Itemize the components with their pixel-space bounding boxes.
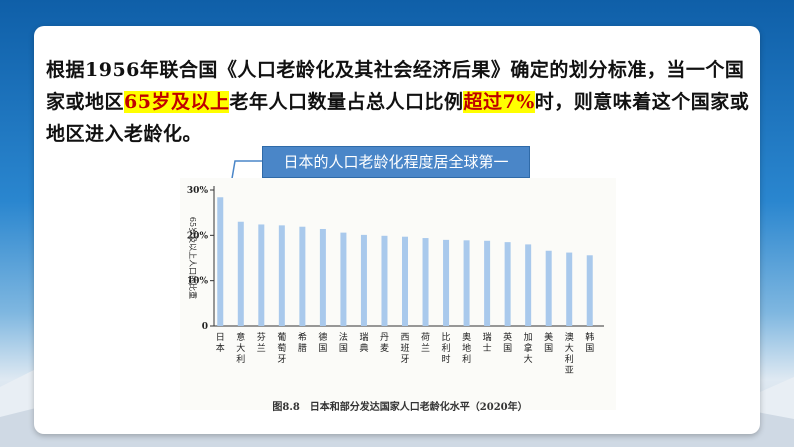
aging-chart: 0 10% 20% 30% 65岁及以上人口的比重日本意大利芬兰葡萄牙希腊德国法国瑞典丹… bbox=[180, 178, 616, 410]
bar bbox=[566, 252, 573, 326]
highlight-age: 65岁及以上 bbox=[124, 91, 230, 113]
category-label-char: 国 bbox=[544, 343, 553, 354]
bar bbox=[402, 236, 408, 326]
category-label-char: 希 bbox=[298, 331, 307, 343]
bar bbox=[278, 225, 285, 326]
category-label-char: 班 bbox=[400, 342, 409, 354]
bar bbox=[237, 221, 244, 326]
chart-svg: 010%20%30%65岁及以上人口的比重日本意大利芬兰葡萄牙希腊德国法国瑞典丹… bbox=[187, 186, 604, 376]
highlight-ratio: 超过7% bbox=[463, 91, 535, 113]
bar bbox=[484, 240, 491, 326]
bar bbox=[360, 234, 367, 326]
category-label-char: 麦 bbox=[380, 342, 389, 354]
category-label-char: 芬 bbox=[257, 332, 266, 343]
category-label-char: 典 bbox=[359, 342, 368, 354]
bar bbox=[443, 239, 450, 326]
category-label-char: 瑞 bbox=[359, 331, 368, 343]
bar bbox=[586, 255, 593, 326]
bar bbox=[463, 240, 470, 326]
category-label-char: 地 bbox=[462, 342, 471, 354]
category-label-char: 美 bbox=[544, 331, 553, 343]
category-label-char: 大 bbox=[565, 342, 574, 354]
category-label-char: 德 bbox=[318, 331, 327, 343]
category-label-char: 利 bbox=[565, 353, 574, 365]
category-label-char: 日 bbox=[216, 332, 225, 343]
category-label-char: 奥 bbox=[462, 331, 471, 343]
chart-title: 图8.8 日本和部分发达国家人口老龄化水平（2020年） bbox=[272, 402, 528, 413]
y-axis-label: 65岁及以上人口的比重 bbox=[188, 217, 198, 299]
category-label-char: 英 bbox=[503, 331, 512, 343]
category-label-char: 大 bbox=[236, 342, 245, 354]
category-label-char: 亚 bbox=[565, 365, 574, 376]
bar bbox=[340, 232, 347, 326]
category-label-char: 丹 bbox=[380, 332, 389, 343]
category-label-char: 利 bbox=[442, 342, 451, 354]
bar bbox=[258, 224, 265, 326]
y-tick-label: 20% bbox=[187, 231, 209, 241]
category-label-char: 腊 bbox=[298, 343, 307, 354]
category-label-char: 瑞 bbox=[483, 331, 492, 343]
category-label-char: 时 bbox=[442, 353, 451, 365]
bar bbox=[422, 238, 429, 326]
paragraph-text-3: 时，则意味着这个国家或地区进入老龄化。 bbox=[46, 91, 750, 145]
category-label-char: 意 bbox=[236, 331, 245, 343]
category-label-char: 大 bbox=[524, 353, 533, 365]
category-label-char: 国 bbox=[503, 343, 512, 354]
category-label-char: 国 bbox=[585, 343, 594, 354]
category-label-char: 萄 bbox=[277, 342, 286, 354]
category-label-char: 法 bbox=[339, 331, 348, 343]
category-label-char: 加 bbox=[524, 332, 533, 343]
category-label-char: 比 bbox=[442, 331, 451, 343]
bar bbox=[545, 250, 552, 326]
bar bbox=[319, 228, 326, 326]
paragraph-text-2: 老年人口数量占总人口比例 bbox=[229, 91, 464, 113]
category-label-char: 拿 bbox=[524, 342, 533, 354]
bar bbox=[299, 226, 306, 326]
category-label-char: 葡 bbox=[277, 331, 286, 343]
category-label-char: 国 bbox=[318, 343, 327, 354]
category-label-char: 荷 bbox=[421, 332, 430, 343]
category-label-char: 西 bbox=[400, 332, 409, 343]
category-label-char: 国 bbox=[339, 343, 348, 354]
bar bbox=[504, 242, 511, 326]
category-label-char: 澳 bbox=[565, 331, 574, 343]
category-label-char: 兰 bbox=[257, 342, 266, 354]
y-tick-label: 10% bbox=[187, 277, 209, 287]
y-tick-label: 30% bbox=[187, 186, 209, 196]
y-tick-label: 0 bbox=[202, 322, 208, 332]
category-label-char: 兰 bbox=[421, 342, 430, 354]
bar bbox=[381, 235, 388, 326]
bar bbox=[525, 244, 532, 326]
category-label-char: 利 bbox=[462, 353, 471, 365]
paragraph-text-1: 根据1956年联合国《人口老龄化及其社会经济后果》确定的划分标准，当一个国家或地… bbox=[46, 59, 745, 113]
category-label-char: 牙 bbox=[400, 354, 409, 365]
category-label-char: 本 bbox=[216, 342, 225, 354]
category-label-char: 韩 bbox=[585, 331, 594, 343]
bar bbox=[217, 197, 224, 326]
category-label-char: 牙 bbox=[277, 354, 286, 365]
callout-box: 日本的人口老龄化程度居全球第一 bbox=[262, 146, 530, 178]
category-label-char: 利 bbox=[236, 353, 245, 365]
intro-paragraph: 根据1956年联合国《人口老龄化及其社会经济后果》确定的划分标准，当一个国家或地… bbox=[46, 54, 756, 150]
category-label-char: 士 bbox=[483, 342, 492, 354]
